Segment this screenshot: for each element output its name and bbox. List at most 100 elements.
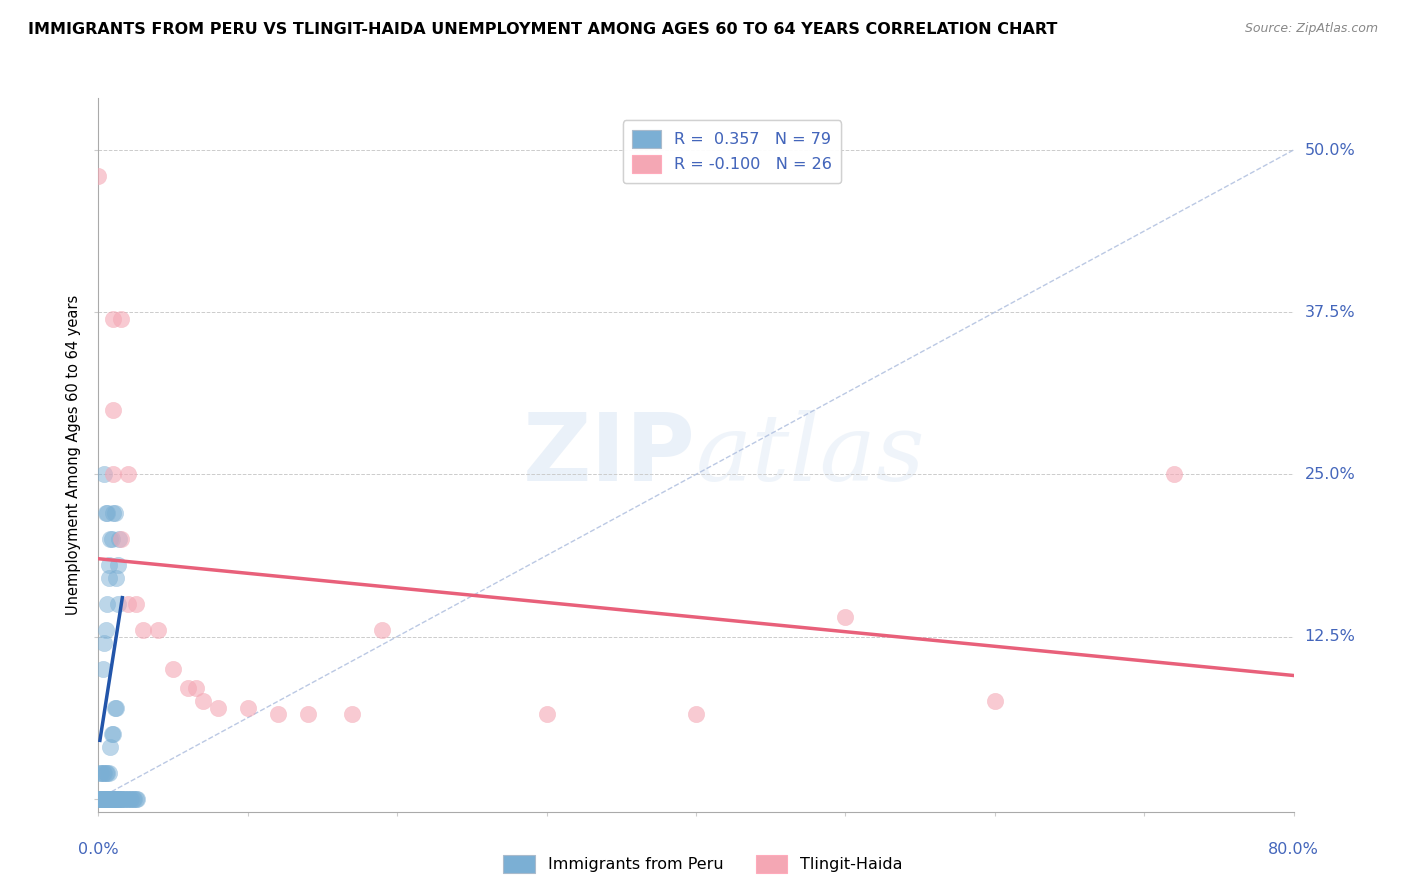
Point xyxy=(1163,467,1185,482)
Point xyxy=(93,467,115,482)
Text: 25.0%: 25.0% xyxy=(1305,467,1355,482)
Point xyxy=(125,597,148,611)
Point xyxy=(93,636,115,650)
Text: Source: ZipAtlas.com: Source: ZipAtlas.com xyxy=(1244,22,1378,36)
Point xyxy=(97,571,120,585)
Point xyxy=(94,791,117,805)
Point xyxy=(184,681,207,696)
Text: atlas: atlas xyxy=(696,410,925,500)
Text: 0.0%: 0.0% xyxy=(79,842,118,857)
Point xyxy=(105,791,128,805)
Legend: Immigrants from Peru, Tlingit-Haida: Immigrants from Peru, Tlingit-Haida xyxy=(496,848,910,880)
Y-axis label: Unemployment Among Ages 60 to 64 years: Unemployment Among Ages 60 to 64 years xyxy=(66,294,82,615)
Point xyxy=(120,791,142,805)
Text: 50.0%: 50.0% xyxy=(1305,143,1355,158)
Point xyxy=(371,623,394,637)
Point xyxy=(87,169,110,183)
Text: ZIP: ZIP xyxy=(523,409,696,501)
Point xyxy=(90,791,112,805)
Point xyxy=(91,791,114,805)
Point xyxy=(96,765,118,780)
Point xyxy=(101,791,124,805)
Text: 80.0%: 80.0% xyxy=(1268,842,1319,857)
Point xyxy=(105,701,128,715)
Point xyxy=(97,765,120,780)
Legend: R =  0.357   N = 79, R = -0.100   N = 26: R = 0.357 N = 79, R = -0.100 N = 26 xyxy=(623,120,841,183)
Point xyxy=(94,623,117,637)
Point xyxy=(110,533,132,547)
Point xyxy=(104,701,127,715)
Point xyxy=(101,727,124,741)
Point xyxy=(96,506,118,520)
Text: 37.5%: 37.5% xyxy=(1305,305,1355,319)
Text: IMMIGRANTS FROM PERU VS TLINGIT-HAIDA UNEMPLOYMENT AMONG AGES 60 TO 64 YEARS COR: IMMIGRANTS FROM PERU VS TLINGIT-HAIDA UN… xyxy=(28,22,1057,37)
Point xyxy=(97,558,120,573)
Point xyxy=(96,791,118,805)
Point xyxy=(125,791,148,805)
Point xyxy=(110,311,132,326)
Point xyxy=(104,791,127,805)
Point xyxy=(124,791,146,805)
Point xyxy=(132,623,155,637)
Point xyxy=(115,791,138,805)
Point xyxy=(207,701,229,715)
Text: 12.5%: 12.5% xyxy=(1305,629,1355,644)
Point xyxy=(90,791,112,805)
Point xyxy=(97,791,120,805)
Point xyxy=(89,791,111,805)
Point xyxy=(90,791,112,805)
Point xyxy=(112,791,135,805)
Point xyxy=(93,791,115,805)
Point xyxy=(103,727,125,741)
Point xyxy=(121,791,143,805)
Point xyxy=(114,791,136,805)
Point xyxy=(177,681,200,696)
Point xyxy=(97,791,120,805)
Point xyxy=(96,791,118,805)
Point xyxy=(111,791,134,805)
Point xyxy=(110,791,132,805)
Point xyxy=(90,791,112,805)
Point xyxy=(98,739,122,754)
Point xyxy=(162,662,184,676)
Point xyxy=(104,506,127,520)
Point xyxy=(97,791,120,805)
Point xyxy=(91,662,114,676)
Point xyxy=(103,402,125,417)
Point xyxy=(98,791,122,805)
Point xyxy=(93,791,115,805)
Point xyxy=(107,791,129,805)
Point xyxy=(91,791,114,805)
Point xyxy=(91,791,114,805)
Point xyxy=(107,558,129,573)
Point xyxy=(127,791,149,805)
Point xyxy=(90,765,112,780)
Point xyxy=(148,623,170,637)
Point xyxy=(94,791,117,805)
Point xyxy=(105,791,128,805)
Point xyxy=(118,791,141,805)
Point xyxy=(94,765,117,780)
Point xyxy=(103,791,125,805)
Point xyxy=(93,791,115,805)
Point xyxy=(91,765,114,780)
Point xyxy=(110,791,132,805)
Point xyxy=(685,707,707,722)
Point xyxy=(98,791,122,805)
Point xyxy=(342,707,364,722)
Point xyxy=(834,610,856,624)
Point xyxy=(297,707,319,722)
Point xyxy=(117,597,139,611)
Point xyxy=(103,791,125,805)
Point xyxy=(117,791,139,805)
Point xyxy=(105,571,128,585)
Point xyxy=(103,467,125,482)
Point xyxy=(101,533,124,547)
Point xyxy=(94,791,117,805)
Point xyxy=(101,791,124,805)
Point xyxy=(983,694,1005,708)
Point xyxy=(93,765,115,780)
Point xyxy=(267,707,290,722)
Point xyxy=(117,467,139,482)
Point xyxy=(103,506,125,520)
